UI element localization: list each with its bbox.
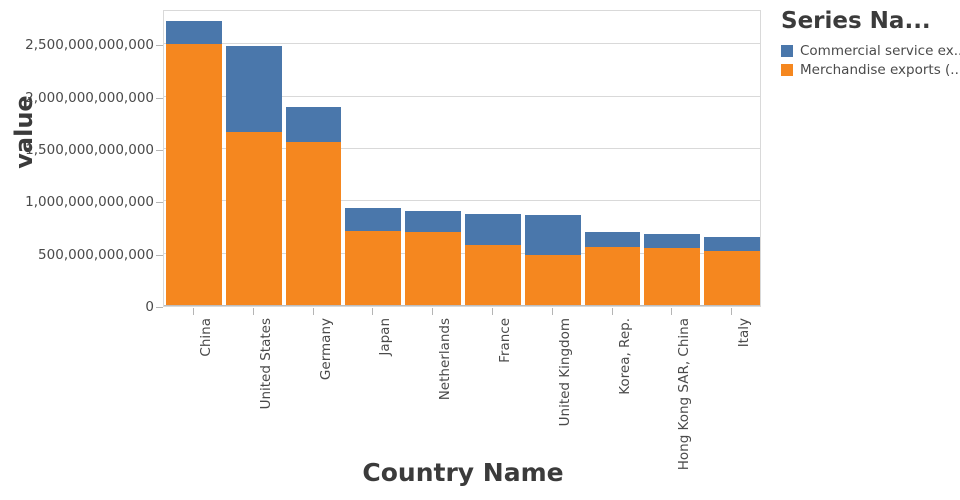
- x-tick-label: France: [496, 318, 513, 363]
- x-tick-mark: [551, 308, 553, 315]
- bar-france[interactable]: [465, 214, 521, 306]
- y-tick-mark: [156, 45, 163, 47]
- x-tick-label: Italy: [736, 318, 753, 348]
- legend-label: Commercial service ex...: [800, 43, 960, 59]
- legend-items: Commercial service ex... Merchandise expo…: [781, 43, 960, 78]
- x-tick-label: China: [197, 318, 214, 357]
- x-tick-mark: [491, 308, 493, 315]
- bar-italy[interactable]: [704, 237, 760, 306]
- bar-segment-commercial-service-exports[interactable]: [285, 107, 342, 143]
- legend-item[interactable]: Merchandise exports (...: [781, 62, 960, 78]
- y-tick-mark: [156, 254, 163, 256]
- gridline: [164, 200, 760, 202]
- bar-japan[interactable]: [345, 208, 402, 306]
- bar-germany[interactable]: [285, 107, 342, 306]
- bar-segment-commercial-service-exports[interactable]: [166, 20, 222, 45]
- y-tick-mark: [156, 149, 163, 151]
- y-tick-label: 500,000,000,000: [38, 246, 154, 263]
- legend-title: Series Na...: [781, 8, 931, 34]
- gridline: [164, 95, 760, 97]
- bar-united-kingdom[interactable]: [524, 215, 581, 306]
- gridline: [164, 43, 760, 45]
- y-tick-label: 2,000,000,000,000: [25, 89, 154, 106]
- bar-segment-commercial-service-exports[interactable]: [584, 231, 641, 248]
- x-tick-label: United States: [257, 318, 274, 410]
- x-tick-mark: [432, 308, 434, 315]
- x-tick-label: Hong Kong SAR, China: [676, 318, 693, 471]
- bar-segment-commercial-service-exports[interactable]: [704, 237, 760, 252]
- bar-korea-rep[interactable]: [584, 231, 641, 306]
- bar-united-states[interactable]: [225, 46, 282, 306]
- x-tick-label: United Kingdom: [556, 318, 573, 427]
- bar-segment-merchandise-exports[interactable]: [345, 231, 402, 306]
- x-tick-mark: [372, 308, 374, 315]
- bar-china[interactable]: [166, 20, 222, 306]
- y-tick-label: 2,500,000,000,000: [25, 37, 154, 54]
- gridline: [164, 147, 760, 149]
- bar-segment-merchandise-exports[interactable]: [405, 232, 461, 306]
- bar-segment-commercial-service-exports[interactable]: [524, 215, 581, 255]
- y-axis-tick-labels: 0 500,000,000,000 1,000,000,000,000 1,500,0…: [0, 0, 154, 500]
- y-tick-label: 0: [145, 299, 154, 315]
- legend-label: Merchandise exports (...: [800, 62, 960, 78]
- legend-swatch-icon: [781, 45, 793, 57]
- y-tick-label: 1,000,000,000,000: [25, 194, 154, 211]
- plot-area: [163, 10, 761, 307]
- x-tick-mark: [192, 308, 194, 315]
- y-tick-mark: [156, 307, 163, 308]
- bar-segment-merchandise-exports[interactable]: [285, 142, 342, 306]
- bar-segment-commercial-service-exports[interactable]: [644, 234, 701, 249]
- x-tick-label: Korea, Rep.: [616, 318, 633, 395]
- legend: Series Na... Commercial service ex... Mer…: [781, 8, 960, 81]
- legend-swatch-icon: [781, 64, 793, 76]
- x-axis-baseline: [164, 305, 760, 306]
- bar-hong-kong-sar-china[interactable]: [644, 234, 701, 306]
- x-tick-label: Netherlands: [437, 318, 454, 401]
- bar-segment-merchandise-exports[interactable]: [465, 245, 521, 306]
- x-tick-mark: [312, 308, 314, 315]
- x-tick-mark: [671, 308, 673, 315]
- x-tick-label: Germany: [317, 318, 334, 381]
- bar-segment-merchandise-exports[interactable]: [166, 44, 222, 306]
- bar-segment-merchandise-exports[interactable]: [644, 248, 701, 306]
- x-tick-mark: [252, 308, 254, 315]
- bar-netherlands[interactable]: [405, 210, 461, 306]
- y-tick-mark: [156, 202, 163, 204]
- bar-segment-merchandise-exports[interactable]: [704, 251, 760, 306]
- legend-item[interactable]: Commercial service ex...: [781, 43, 960, 59]
- bar-segment-merchandise-exports[interactable]: [584, 247, 641, 306]
- bar-segment-merchandise-exports[interactable]: [524, 255, 581, 306]
- gridline: [164, 252, 760, 254]
- y-tick-mark: [156, 97, 163, 99]
- x-tick-label: Japan: [377, 318, 394, 356]
- y-tick-label: 1,500,000,000,000: [25, 141, 154, 158]
- bar-segment-commercial-service-exports[interactable]: [465, 214, 521, 246]
- bar-segment-commercial-service-exports[interactable]: [225, 46, 282, 133]
- x-axis-title: Country Name: [362, 458, 564, 487]
- x-tick-mark: [731, 308, 733, 315]
- bar-segment-commercial-service-exports[interactable]: [405, 210, 461, 233]
- bar-segment-merchandise-exports[interactable]: [225, 132, 282, 306]
- x-tick-mark: [611, 308, 613, 315]
- bar-segment-commercial-service-exports[interactable]: [345, 208, 402, 232]
